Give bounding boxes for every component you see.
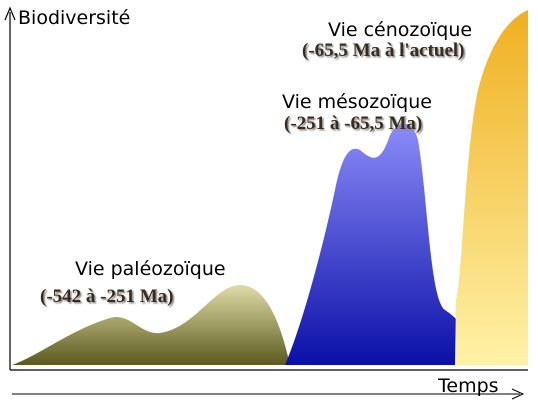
era-name: Vie paléozoïque (75, 258, 226, 280)
era-period: (-65,5 Ma à l'actuel) (302, 40, 465, 61)
era-period: (-542 à -251 Ma) (40, 286, 174, 307)
era-period: (-251 à -65,5 Ma) (284, 113, 422, 134)
era-name: Vie cénozoïque (328, 19, 472, 41)
y-arrow (4, 6, 16, 21)
mesozoic-shape (285, 123, 458, 365)
x-label: Temps (437, 375, 499, 397)
paleozoic-shape (12, 285, 290, 365)
x-arrow (511, 388, 525, 400)
cenozoic-shape (455, 10, 528, 365)
era-name: Vie mésozoïque (282, 91, 432, 113)
y-label: Biodiversité (18, 7, 130, 29)
